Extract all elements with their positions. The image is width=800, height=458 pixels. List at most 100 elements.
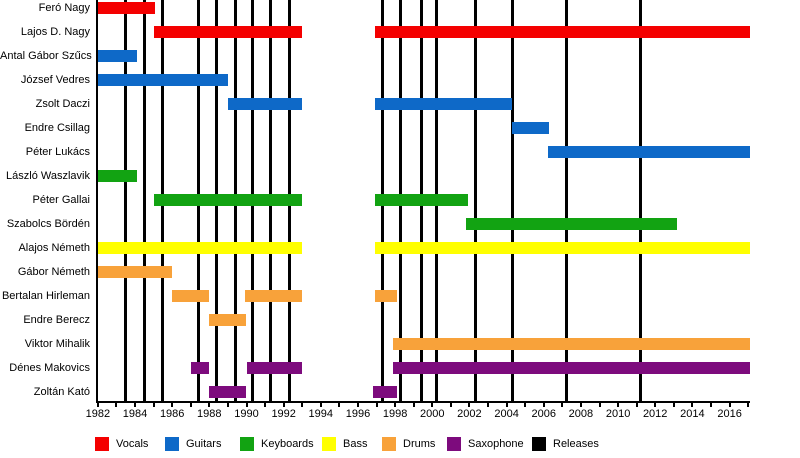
member-label: Zoltán Kató [33,386,90,398]
membership-period-bar [97,242,303,254]
axis-tick [171,403,174,407]
legend-label: Vocals [116,438,149,450]
membership-period-bar [97,170,137,182]
legend-label: Drums [403,438,436,450]
axis-tick [561,403,564,407]
member-label: Péter Lukács [25,146,90,158]
membership-period-bar [209,314,247,326]
membership-period-bar [372,386,397,398]
legend-vocals-swatch-icon [95,437,109,451]
axis-tick-label: 1996 [345,408,371,420]
release-marker-line [124,0,128,401]
membership-period-bar [227,98,303,110]
member-label: Viktor Mihalik [24,338,90,350]
axis-tick-label: 1988 [197,408,222,420]
membership-period-bar [393,362,750,374]
release-marker-line [142,0,146,401]
axis-tick [264,403,267,407]
release-marker-line [473,0,477,401]
axis-tick [691,403,694,407]
axis-tick [189,403,192,407]
legend-label: Releases [553,438,599,450]
member-label: Szabolcs Bördén [6,218,90,230]
member-label: Bertalan Hirleman [1,290,90,302]
axis-tick-label: 1986 [159,408,185,420]
axis-tick [152,403,155,407]
member-label: Gábor Németh [17,266,90,278]
axis-tick [598,403,601,407]
membership-period-bar [374,194,468,206]
axis-tick-label: 2000 [420,408,445,420]
axis-tick [635,403,638,407]
axis-tick [282,403,285,407]
x-axis-line [96,401,750,403]
membership-period-bar [244,290,303,302]
membership-period-bar [190,362,210,374]
axis-tick [338,403,341,407]
membership-period-bar [374,26,750,38]
axis-tick [617,403,620,407]
axis-tick [728,403,731,407]
membership-period-bar [246,362,303,374]
axis-tick-label: 1990 [234,408,259,420]
axis-tick-label: 1992 [271,408,296,420]
member-label: Feró Nagy [38,2,90,14]
axis-tick [449,403,452,407]
legend-label: Bass [343,438,368,450]
axis-tick-label: 2004 [494,408,519,420]
axis-tick [115,403,118,407]
member-label: Péter Gallai [32,194,90,206]
axis-tick-label: 2012 [642,408,668,420]
member-label: Endre Berecz [23,314,90,326]
membership-period-bar [374,290,397,302]
axis-tick-label: 2008 [568,408,594,420]
member-label: Endre Csillag [24,122,90,134]
membership-period-bar [172,290,210,302]
legend-label: Guitars [186,438,222,450]
axis-tick-label: 2010 [605,408,631,420]
membership-period-bar [153,194,303,206]
membership-period-bar [209,386,247,398]
axis-tick [487,403,489,407]
axis-tick [468,403,471,407]
axis-tick [654,403,657,407]
axis-tick [208,403,211,407]
axis-tick [394,403,397,407]
legend-bass-swatch-icon [322,437,336,451]
legend-label: Keyboards [261,438,314,450]
axis-tick [672,403,675,407]
y-axis-spine [96,0,98,402]
membership-period-bar [97,2,156,14]
membership-period-bar [547,146,750,158]
legend-saxophone-swatch-icon [447,437,461,451]
axis-tick-label: 2016 [717,408,742,420]
member-label: Zsolt Daczi [35,98,90,110]
axis-tick [747,403,750,407]
axis-tick [375,403,378,407]
legend-guitars-swatch-icon [165,437,179,451]
axis-tick [524,403,527,407]
axis-tick [412,403,415,407]
member-label: Lajos D. Nagy [20,26,90,38]
axis-tick [226,403,229,407]
axis-tick-label: 2014 [680,408,705,420]
member-label: József Vedres [20,74,90,86]
member-label: Alajos Németh [18,242,90,254]
legend-keyboards-swatch-icon [240,437,254,451]
member-label: László Waszlavik [6,170,90,182]
membership-period-bar [465,218,678,230]
legend-label: Saxophone [468,438,524,450]
legend-drums-swatch-icon [382,437,396,451]
axis-tick-label: 1984 [122,408,148,420]
axis-tick [357,403,359,407]
membership-period-bar [393,338,750,350]
membership-period-bar [97,266,173,278]
membership-period-bar [374,242,750,254]
axis-tick-label: 2006 [531,408,557,420]
axis-tick [319,403,322,407]
axis-tick [710,403,712,407]
axis-tick-label: 1982 [85,408,111,420]
axis-tick [579,403,582,407]
release-marker-line [638,0,642,401]
